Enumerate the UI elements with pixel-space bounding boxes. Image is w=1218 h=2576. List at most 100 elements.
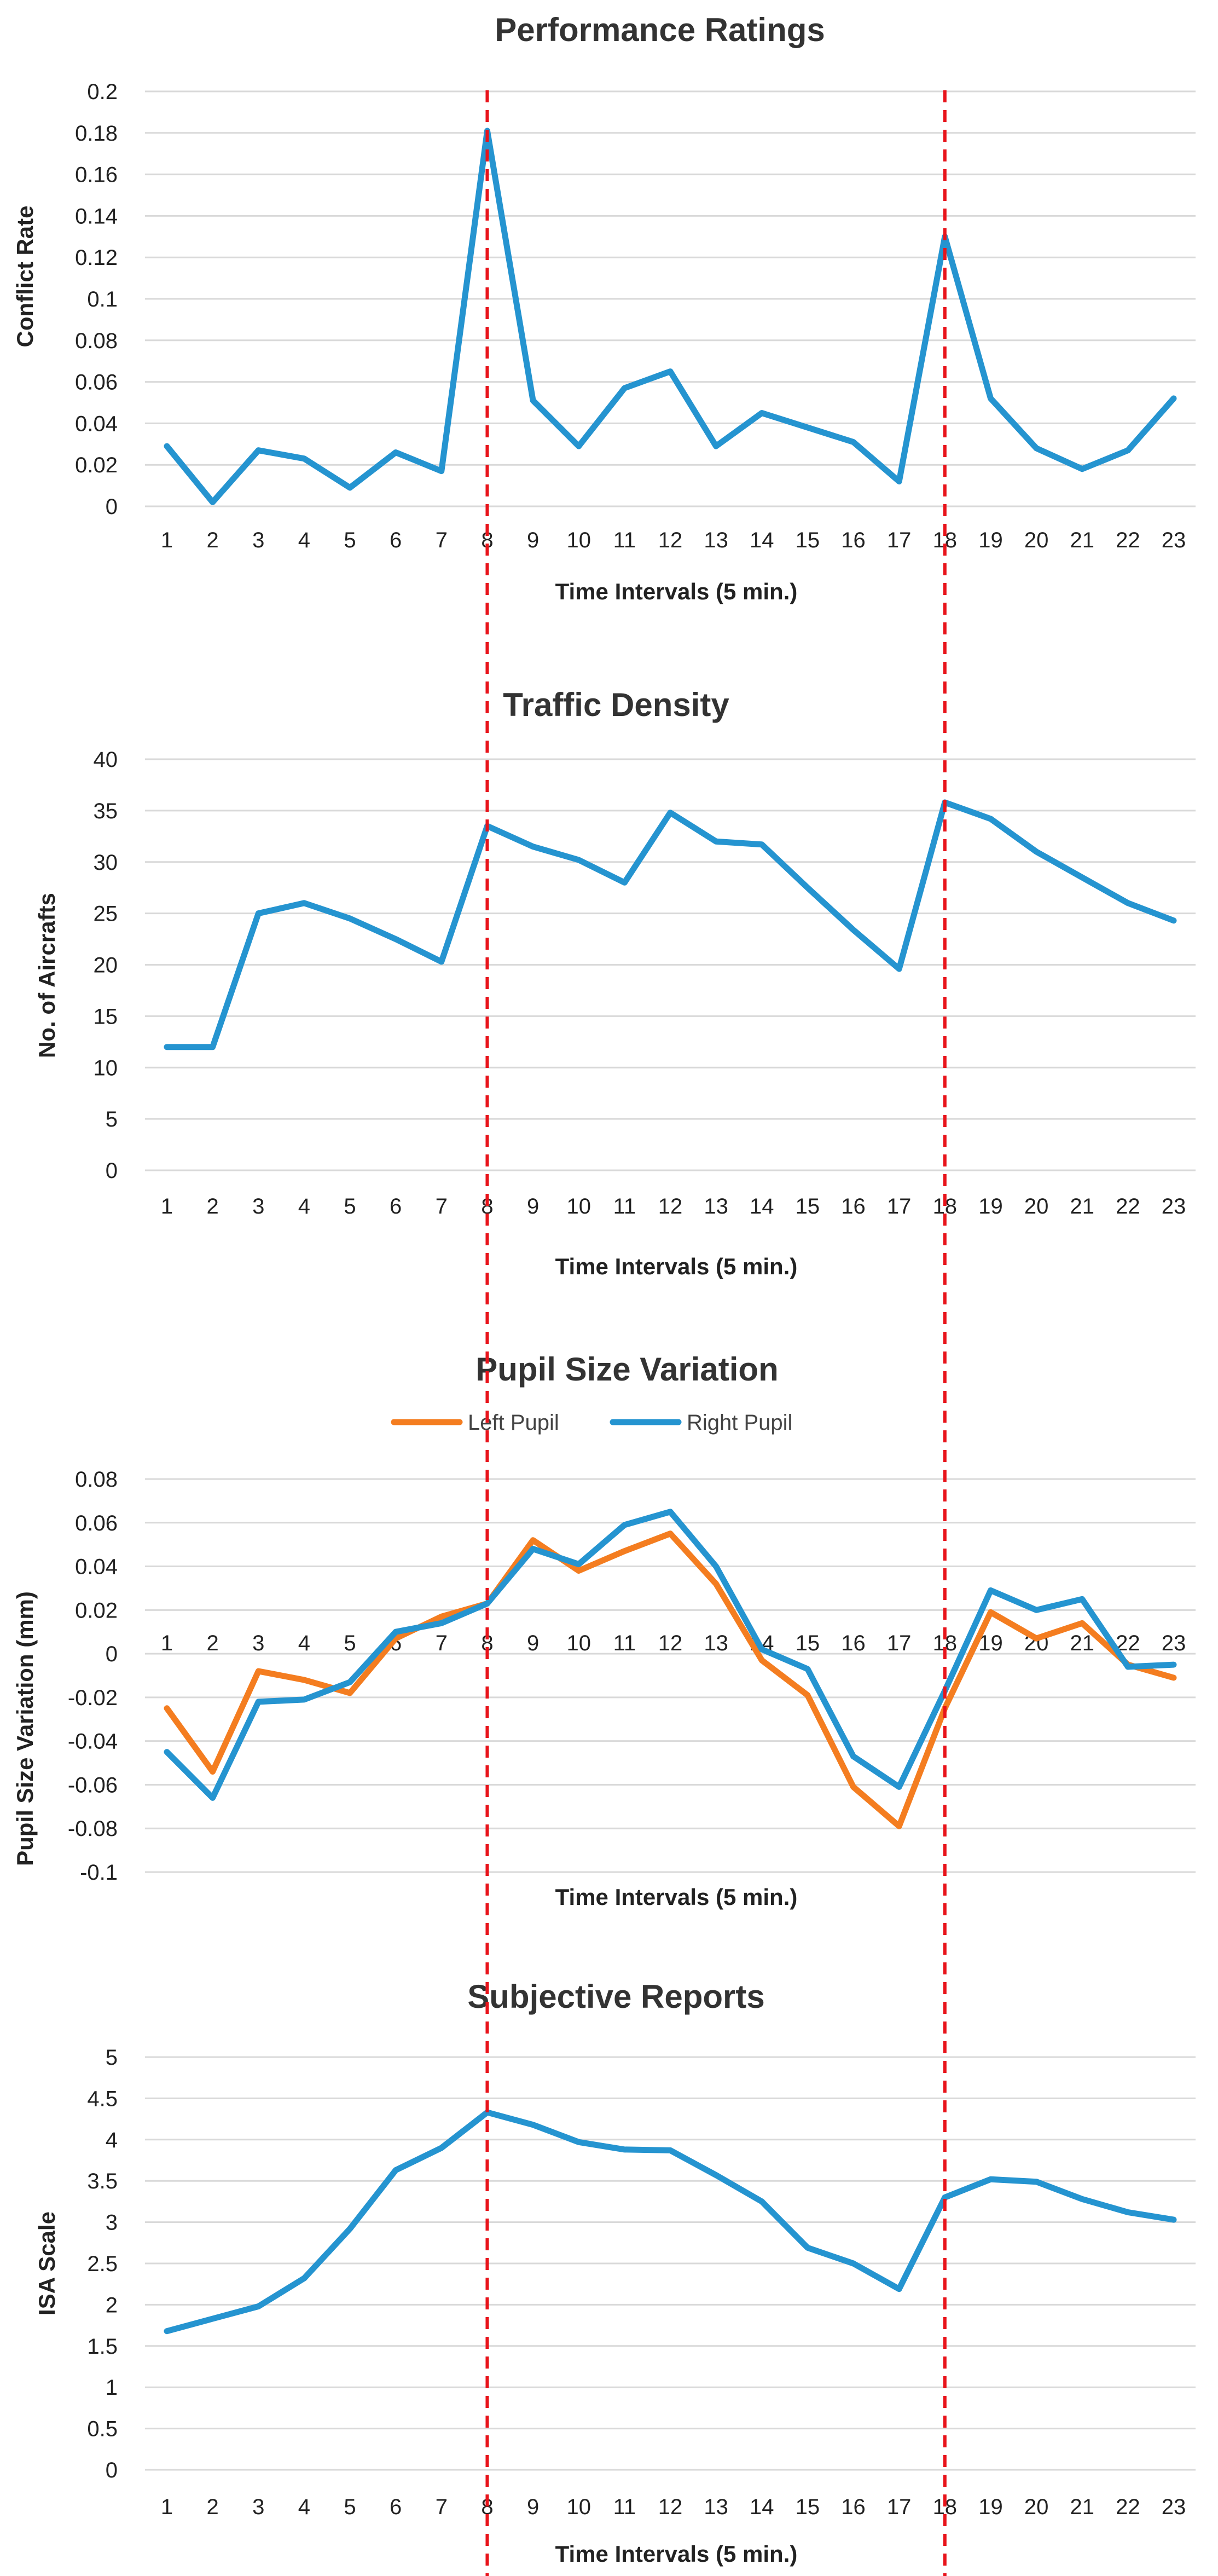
x-tick-label: 19 [978, 1194, 1003, 1218]
y-tick-label: 0.12 [75, 246, 118, 270]
y-tick-label: -0.1 [80, 1861, 118, 1885]
x-tick-label: 13 [704, 1194, 728, 1218]
y-tick-label: 1 [106, 2376, 118, 2400]
x-tick-label: 19 [978, 2495, 1003, 2519]
x-tick-label: 12 [658, 2495, 683, 2519]
y-tick-label: 0.1 [87, 287, 118, 311]
x-tick-label: 7 [436, 528, 448, 552]
legend-label: Left Pupil [468, 1411, 559, 1435]
x-tick-label: 5 [344, 2495, 356, 2519]
x-axis-title: Time Intervals (5 min.) [555, 579, 798, 604]
x-tick-label: 7 [436, 1194, 448, 1218]
x-tick-label: 7 [436, 1631, 448, 1655]
marker-lines [485, 90, 947, 2576]
x-tick-label: 15 [796, 2495, 820, 2519]
x-tick-label: 22 [1116, 2495, 1140, 2519]
x-tick-label: 10 [566, 1194, 591, 1218]
x-tick-labels: 1 2 3 4 5 6 7 8 9 10 11 12 13 14 15 16 17 18 19 20 21 22 23 [161, 1194, 1186, 1218]
x-tick-label: 20 [1024, 2495, 1049, 2519]
y-axis-title: No. of Aircrafts [34, 893, 60, 1058]
x-tick-label: 3 [252, 528, 264, 552]
y-tick-label: 0.18 [75, 122, 118, 146]
y-tick-label: 0 [106, 1642, 118, 1666]
x-tick-label: 12 [658, 1631, 683, 1655]
y-tick-label: 30 [94, 851, 118, 875]
x-tick-label: 2 [207, 1194, 219, 1218]
x-tick-label: 12 [658, 528, 683, 552]
x-tick-label: 7 [436, 2495, 448, 2519]
y-tick-label: -0.08 [68, 1817, 118, 1841]
y-tick-label: 40 [94, 748, 118, 772]
y-tick-label: 3.5 [87, 2169, 118, 2193]
gridlines [145, 90, 1196, 507]
gridlines [145, 2056, 1196, 2471]
x-tick-label: 5 [344, 1631, 356, 1655]
x-tick-label: 1 [161, 528, 173, 552]
y-tick-label: 0.06 [75, 371, 118, 395]
y-tick-label: 0.04 [75, 1555, 118, 1579]
x-tick-label: 2 [207, 2495, 219, 2519]
y-tick-label: 10 [94, 1056, 118, 1080]
x-tick-label: 4 [298, 2495, 310, 2519]
x-tick-label: 13 [704, 528, 728, 552]
x-tick-label: 10 [566, 1631, 591, 1655]
x-tick-label: 15 [796, 1194, 820, 1218]
y-tick-labels: 0 5 10 15 20 25 30 35 40 [94, 748, 118, 1183]
x-tick-label: 9 [527, 1631, 539, 1655]
panel-subjective-reports: Subjective Reports ISA Scale Time Interv… [34, 1978, 1196, 2567]
y-tick-label: 0.06 [75, 1511, 118, 1535]
x-tick-label: 4 [298, 1631, 310, 1655]
x-tick-label: 10 [566, 528, 591, 552]
chart-title: Traffic Density [503, 686, 729, 723]
panel-traffic-density: Traffic Density No. of Aircrafts Time In… [34, 686, 1196, 1279]
y-tick-label: 2.5 [87, 2252, 118, 2276]
y-tick-label: 0.16 [75, 163, 118, 187]
y-axis-title: ISA Scale [34, 2211, 60, 2315]
x-axis-title: Time Intervals (5 min.) [555, 1254, 798, 1279]
x-tick-label: 21 [1070, 2495, 1094, 2519]
y-tick-label: 0.08 [75, 329, 118, 353]
x-tick-label: 3 [252, 2495, 264, 2519]
x-tick-label: 23 [1162, 1631, 1186, 1655]
y-tick-label: -0.06 [68, 1773, 118, 1797]
y-tick-labels: 0 0.02 0.04 0.06 0.08 0.1 0.12 0.14 0.16 0.18 0.2 [75, 80, 118, 519]
x-tick-label: 16 [841, 1194, 866, 1218]
x-tick-label: 6 [390, 528, 402, 552]
legend-label: Right Pupil [687, 1411, 792, 1435]
x-tick-label: 5 [344, 528, 356, 552]
y-tick-label: -0.02 [68, 1686, 118, 1710]
x-axis-title: Time Intervals (5 min.) [555, 1884, 798, 1910]
x-tick-label: 13 [704, 1631, 728, 1655]
x-tick-label: 17 [887, 1194, 912, 1218]
y-tick-label: 1.5 [87, 2335, 118, 2359]
panel-performance-ratings: Performance Ratings Conflict Rate Time I… [12, 11, 1196, 604]
y-tick-label: 0.14 [75, 204, 118, 228]
gridlines [145, 1478, 1196, 1873]
x-tick-label: 17 [887, 2495, 912, 2519]
x-tick-label: 16 [841, 528, 866, 552]
series-line [164, 1530, 1177, 1829]
x-tick-label: 16 [841, 2495, 866, 2519]
y-tick-label: 3 [106, 2211, 118, 2235]
y-tick-label: 15 [94, 1004, 118, 1029]
series-line [164, 2109, 1177, 2335]
x-tick-label: 21 [1070, 1194, 1094, 1218]
y-tick-label: 0.02 [75, 1598, 118, 1622]
y-tick-labels: 0 0.5 1 1.5 2 2.5 3 3.5 4 4.5 5 [87, 2046, 118, 2482]
x-tick-label: 9 [527, 2495, 539, 2519]
x-tick-label: 21 [1070, 528, 1094, 552]
x-tick-label: 12 [658, 1194, 683, 1218]
x-tick-label: 14 [750, 1194, 774, 1218]
x-tick-label: 14 [750, 2495, 774, 2519]
legend: Left Pupil Right Pupil [391, 1411, 792, 1435]
y-tick-label: 35 [94, 799, 118, 823]
y-tick-label: 0.08 [75, 1468, 118, 1492]
x-tick-label: 10 [566, 2495, 591, 2519]
y-axis-title: Conflict Rate [12, 205, 38, 347]
y-tick-label: 5 [106, 1107, 118, 1131]
x-tick-label: 22 [1116, 528, 1140, 552]
x-tick-label: 20 [1024, 1194, 1049, 1218]
series-line [164, 1509, 1177, 1801]
chart-title: Subjective Reports [467, 1978, 765, 2015]
